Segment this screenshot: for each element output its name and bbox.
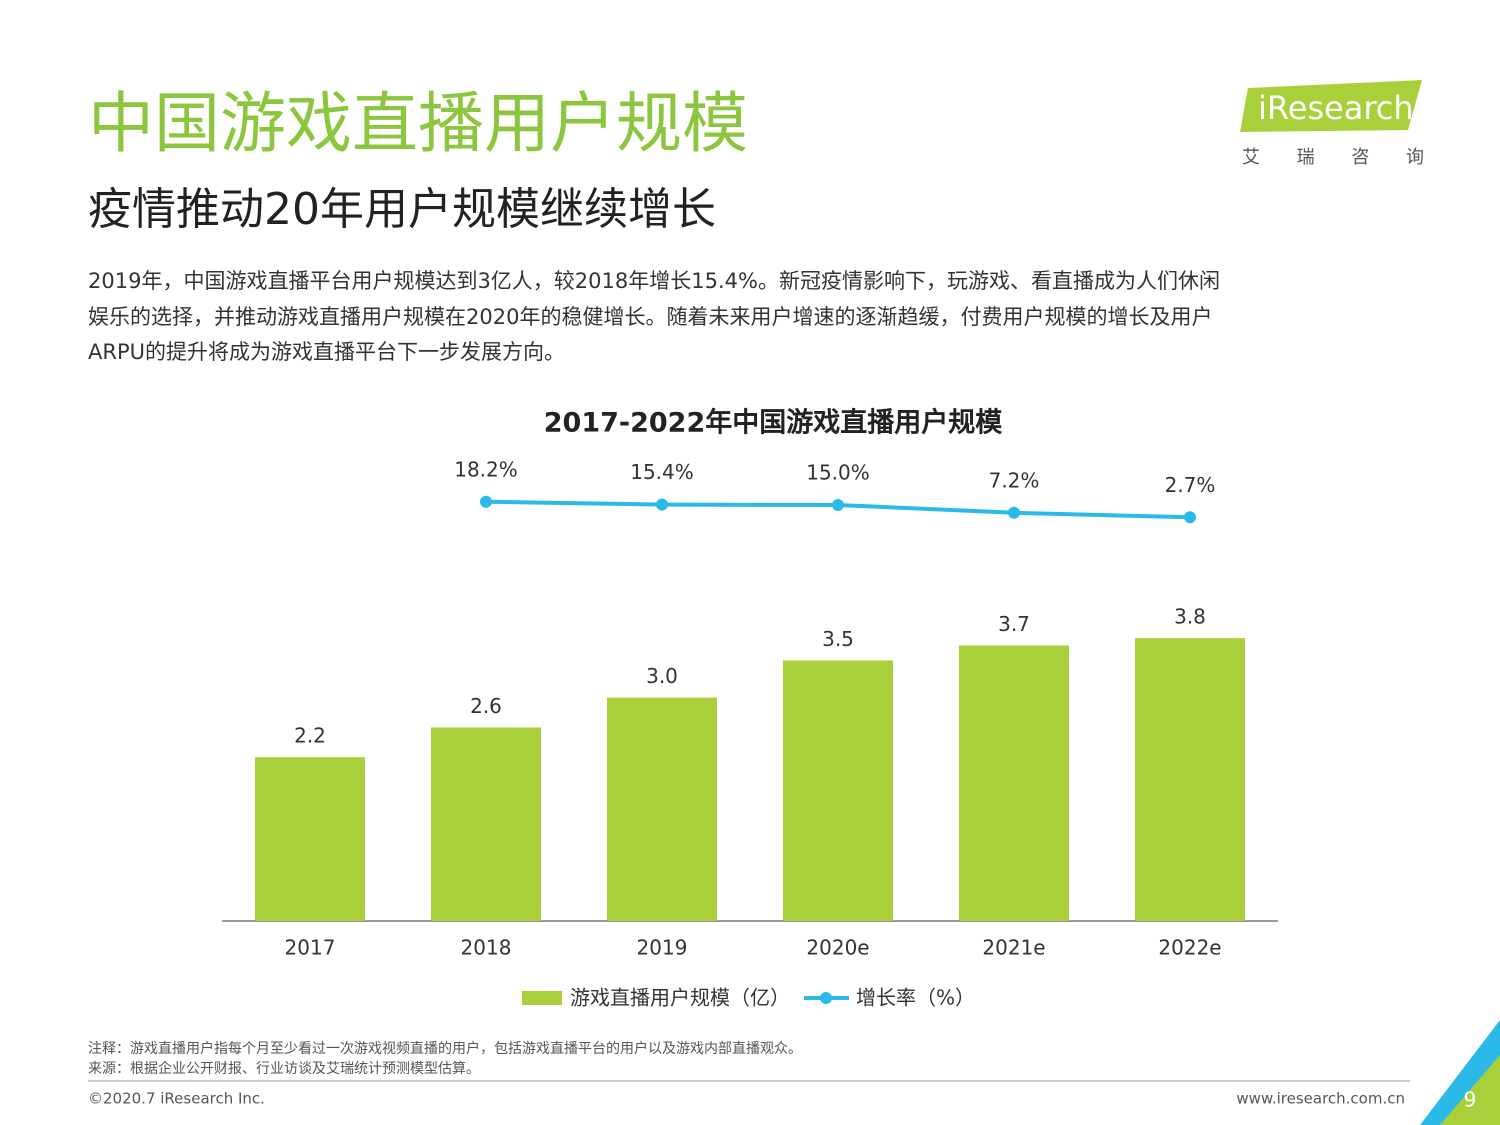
value-label: 7.2% [989,468,1040,492]
chart-title: 2017-2022年中国游戏直播用户规模 [544,407,1003,439]
logo-name: iResearch [1258,89,1414,127]
title: 中国游戏直播用户规模 [88,85,748,162]
value-label: 15.4% [630,460,694,484]
page-number: 9 [1464,1088,1477,1112]
bar [783,660,893,921]
line-point [656,498,668,511]
corner-deco [1440,1055,1500,1125]
value-label: 15.0% [806,461,870,485]
bar [607,697,717,921]
line-point [1008,506,1020,519]
value-label: 3.5 [822,627,854,651]
x-tick-label: 2020e [806,936,869,960]
note: 注释：游戏直播用户指每个月至少看过一次游戏视频直播的用户，包括游戏直播平台的用户… [88,1040,802,1057]
legend-label: 游戏直播用户规模（亿） [570,986,790,1010]
line-point [1184,511,1196,524]
value-label: 2.6 [470,694,502,718]
value-label: 2.2 [294,724,326,748]
value-label: 18.2% [454,457,518,481]
x-tick-label: 2018 [461,936,512,960]
copyright: ©2020.7 iResearch Inc. [88,1090,265,1108]
body-line: 2019年，中国游戏直播平台用户规模达到3亿人，较2018年增长15.4%。新冠… [88,269,1220,293]
body-line: 娱乐的选择，并推动游戏直播用户规模在2020年的稳健增长。随着未来用户增速的逐渐… [88,305,1212,329]
subtitle: 疫情推动20年用户规模继续增长 [88,184,716,235]
legend-swatch [522,991,562,1005]
x-tick-label: 2022e [1158,936,1221,960]
bar [255,757,365,921]
bar [959,645,1069,921]
line-point [832,499,844,511]
bar [431,727,541,921]
value-label: 3.7 [998,612,1030,636]
bar [1135,638,1245,921]
source: 来源：根据企业公开财报、行业访谈及艾瑞统计预测模型估算。 [88,1060,480,1077]
x-tick-label: 2017 [285,936,336,960]
logo-badge [1240,80,1422,132]
value-label: 3.8 [1174,605,1206,629]
logo-cn: 艾 瑞 咨 询 [1242,147,1424,168]
body-line: ARPU的提升将成为游戏直播平台下一步发展方向。 [88,340,565,364]
value-label: 2.7% [1165,473,1216,497]
legend-swatch [820,992,832,1004]
url: www.iresearch.com.cn [1236,1090,1405,1108]
value-label: 3.0 [646,664,678,688]
legend-label: 增长率（%） [856,986,975,1010]
x-tick-label: 2019 [637,936,688,960]
line-point [480,495,492,508]
x-tick-label: 2021e [982,936,1045,960]
